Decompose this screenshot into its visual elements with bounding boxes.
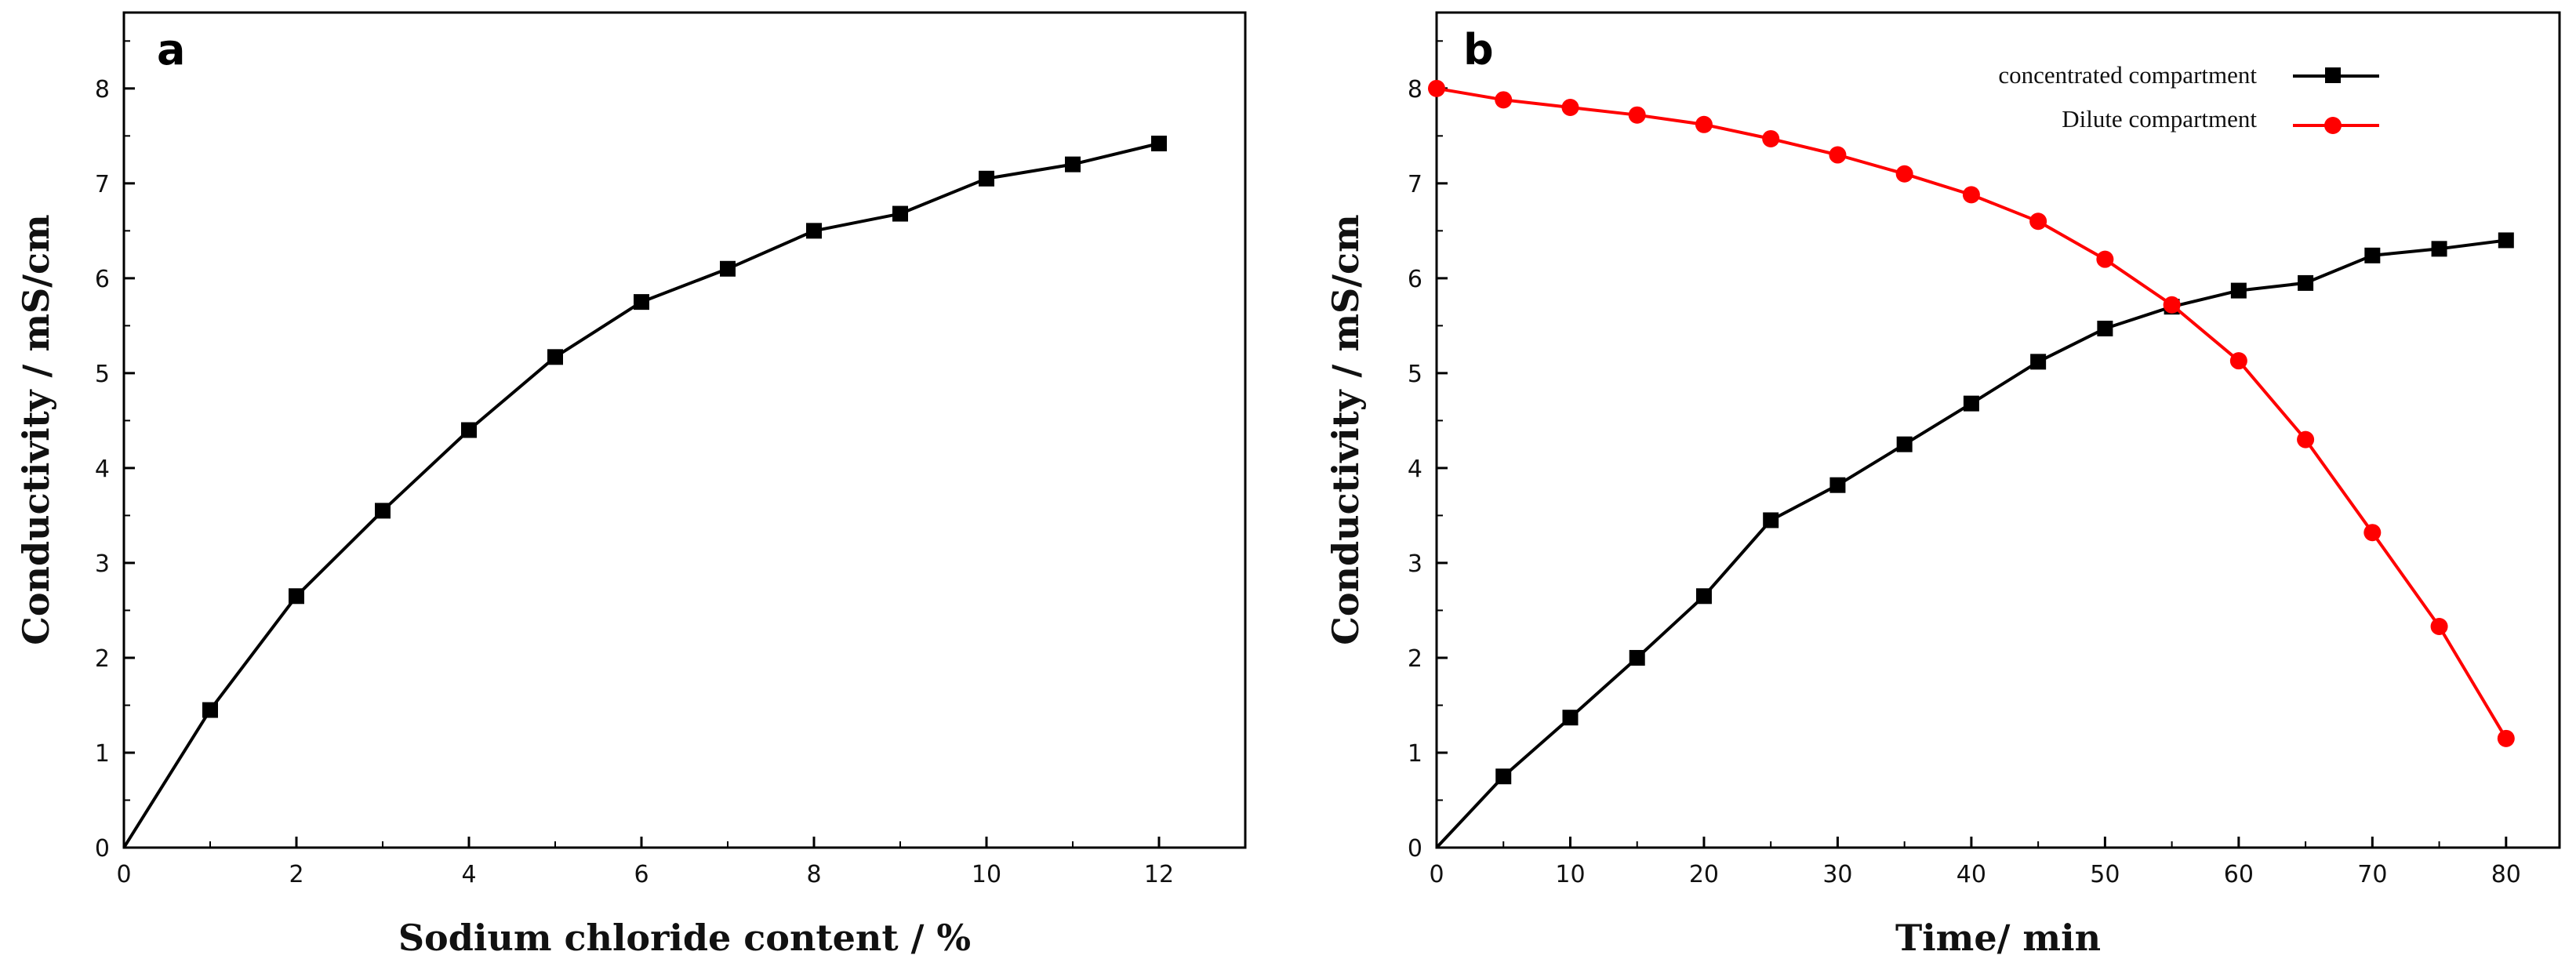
y-tick-label: 0	[95, 835, 110, 862]
data-point	[2364, 247, 2381, 263]
data-point	[461, 422, 477, 438]
data-point	[2431, 241, 2447, 257]
x-tick-label: 50	[2090, 861, 2120, 888]
data-point	[289, 588, 304, 605]
data-point	[547, 349, 563, 365]
y-tick-label: 6	[1408, 266, 1422, 293]
y-axis-title: Conductivity / mS/cm	[15, 214, 57, 645]
data-point	[1428, 79, 1445, 97]
data-point	[634, 294, 649, 310]
panel-b: b Time/ min Conductivity / mS/cm 0 10 20 30…	[1324, 11, 2561, 959]
y-tick-label: 8	[1408, 76, 1422, 104]
x-tick-label: 80	[2491, 861, 2521, 888]
data-point	[2430, 618, 2448, 636]
panel-letter: a	[157, 25, 185, 74]
y-tick-label: 2	[1408, 645, 1422, 673]
y-tick-label: 3	[1408, 550, 1422, 578]
data-point	[2229, 352, 2247, 370]
y-tick-label: 0	[1408, 835, 1422, 862]
x-tick-label: 4	[461, 861, 476, 888]
data-point	[2230, 282, 2247, 299]
data-point	[1561, 99, 1579, 117]
panel-letter: b	[1463, 25, 1494, 74]
series-line-0	[1435, 238, 2507, 849]
data-point	[2029, 212, 2047, 231]
data-point	[1695, 588, 1712, 605]
y-tick-label: 4	[1408, 456, 1422, 483]
data-point	[1628, 106, 1646, 124]
plot-frame	[1435, 11, 2561, 849]
x-axis-title: Sodium chloride content / %	[398, 917, 971, 959]
x-tick-label: 40	[1957, 861, 1986, 888]
x-tick-label: 70	[2357, 861, 2387, 888]
data-point	[1495, 768, 1512, 785]
data-point	[1562, 710, 1579, 726]
y-tick-label: 3	[95, 550, 110, 578]
x-tick-label: 60	[2224, 861, 2254, 888]
series-line-1	[1436, 86, 2508, 739]
panel-a: a Sodium chloride content / % Conductivi…	[15, 11, 1247, 959]
data-point	[1896, 436, 1913, 452]
y-tick-label: 5	[1408, 361, 1422, 388]
y-axis-title: Conductivity / mS/cm	[1324, 214, 1367, 645]
data-point	[202, 702, 218, 718]
legend: concentrated compartment Dilute compartm…	[1998, 61, 2379, 134]
y-tick-label: 1	[95, 740, 110, 768]
data-point	[979, 170, 994, 187]
data-point	[2498, 232, 2514, 249]
data-point	[1962, 186, 1980, 204]
y-tick-label: 7	[1408, 171, 1422, 198]
legend-marker-concentrated	[2325, 67, 2341, 83]
y-tick-label: 5	[95, 361, 110, 388]
x-axis-title: Time/ min	[1895, 917, 2101, 959]
legend-label-concentrated: concentrated compartment	[1998, 61, 2257, 89]
data-point	[1695, 115, 1713, 133]
x-tick-label: 10	[1555, 861, 1585, 888]
x-tick-label: 6	[634, 861, 649, 888]
data-point	[2298, 274, 2314, 291]
data-point	[1762, 129, 1780, 147]
data-point	[2363, 524, 2382, 542]
x-tick-label: 0	[1429, 861, 1444, 888]
plot-frame	[122, 11, 1247, 849]
data-point	[2497, 729, 2515, 747]
x-tick-label: 2	[289, 861, 303, 888]
x-tick-label: 10	[972, 861, 1001, 888]
data-point	[1151, 136, 1167, 152]
data-point	[1629, 649, 1645, 666]
y-tick-label: 6	[95, 266, 110, 293]
x-tick-label: 12	[1144, 861, 1174, 888]
data-point	[375, 503, 391, 519]
data-point	[1829, 146, 1847, 164]
series-line-0	[122, 142, 1160, 849]
data-point	[1495, 91, 1513, 109]
data-point	[1065, 156, 1081, 172]
data-point	[2163, 296, 2181, 314]
legend-marker-dilute	[2324, 117, 2342, 134]
data-point	[1829, 477, 1846, 493]
data-point	[1963, 395, 1979, 412]
data-point	[892, 205, 908, 222]
x-tick-label: 30	[1822, 861, 1852, 888]
y-tick-label: 7	[95, 171, 110, 198]
x-tick-label: 8	[806, 861, 821, 888]
data-point	[2097, 321, 2113, 337]
data-point	[1895, 165, 1913, 183]
data-point	[806, 223, 822, 239]
data-point	[720, 260, 736, 277]
x-tick-label: 0	[116, 861, 131, 888]
y-tick-label: 1	[1408, 740, 1422, 768]
data-point	[2297, 430, 2315, 448]
legend-label-dilute: Dilute compartment	[2062, 105, 2257, 133]
x-tick-label: 20	[1689, 861, 1719, 888]
data-point	[1763, 512, 1779, 528]
y-tick-label: 8	[95, 76, 110, 104]
y-tick-label: 2	[95, 645, 110, 673]
data-point	[2096, 250, 2114, 268]
y-tick-label: 4	[95, 456, 110, 483]
data-point	[2030, 354, 2047, 370]
